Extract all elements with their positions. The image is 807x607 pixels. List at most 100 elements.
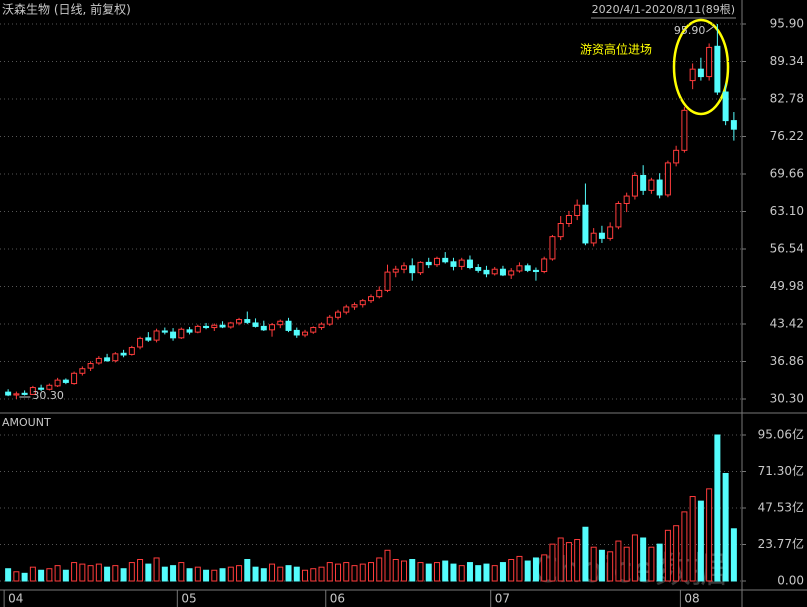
volume-bar [186,568,193,582]
x-tick-label: 08 [684,592,699,606]
volume-bar [714,434,721,582]
volume-bar [673,525,680,582]
candle-body [417,261,424,274]
y-tick-label: 56.54 [770,242,804,256]
volume-bar [13,571,20,582]
candle-body [376,289,383,298]
volume-bar [318,566,325,582]
candle-body [227,322,234,328]
volume-bar [508,558,515,582]
volume-bar [211,569,218,582]
volume-bar [236,565,243,582]
candle-body [318,323,325,329]
volume-bar [483,563,490,582]
candle-body [392,268,399,273]
volume-bar [285,565,292,582]
candle-body [499,268,506,276]
candle-body [252,322,259,327]
candle-body [351,304,358,308]
candle-body [260,325,267,331]
volume-bar [664,529,671,582]
candle-body [607,226,614,239]
candle-body [269,324,276,331]
candle-body [104,357,111,362]
candle-body [384,271,391,291]
volume-bar [623,546,630,582]
candle-body [29,387,36,395]
volume-tick-label: 95.06亿 [758,427,804,442]
volume-bar [5,568,12,582]
volume-bar [29,566,36,582]
volume-bar [491,565,498,582]
y-tick-label: 30.30 [770,392,804,406]
candle-body [541,258,548,273]
min-label: 30.30 [32,389,64,402]
candle-body [128,347,135,355]
candle-body [722,91,729,122]
candle-body [425,261,432,266]
candle-body [516,265,523,272]
volume-bar [516,555,523,582]
candle-body [442,257,449,263]
volume-tick-label: 71.30亿 [758,463,804,478]
volume-bar [260,568,267,582]
volume-bar [302,569,309,582]
volume-bar [343,562,350,582]
volume-bar [631,534,638,582]
volume-bar [376,557,383,582]
volume-bar [71,562,78,582]
max-arrow [706,25,715,33]
candle-body [681,109,688,151]
candle-body [21,392,28,395]
candle-body [532,269,539,273]
volume-bar [590,546,597,582]
candle-body [590,232,597,244]
x-tick-label: 05 [181,592,196,606]
candle-body [549,236,556,260]
candle-body [137,337,144,348]
candle-body [203,325,210,329]
volume-bar [384,549,391,582]
candle-body [211,324,218,329]
candle-body [565,215,572,225]
volume-bar [730,528,737,582]
candle-body [730,120,737,130]
y-tick-label: 82.78 [770,92,804,106]
candle-body [524,265,531,271]
candle-body [623,195,630,204]
candle-body [631,174,638,197]
volume-bar [112,565,119,582]
candle-body [458,259,465,267]
max-label: 95.90 [674,24,706,37]
volume-bar [400,560,407,582]
volume-bar [95,563,102,582]
volume-bar [227,566,234,582]
date-range: 2020/4/1-2020/8/11(89根) [592,2,735,16]
volume-bar [351,565,358,582]
y-tick-label: 43.42 [770,317,804,331]
candle-body [582,204,589,244]
volume-bar [598,549,605,582]
volume-bar [697,500,704,582]
volume-title: AMOUNT [2,416,51,429]
volume-bar [648,546,655,582]
candle-body [574,204,581,217]
chart-title: 沃森生物 (日线, 前复权) [2,2,131,17]
volume-bar [310,568,317,582]
volume-bar [425,563,432,582]
candle-body [664,162,671,196]
volume-tick-label: 47.53亿 [758,500,804,515]
candle-body [335,311,342,318]
candle-body [689,68,696,82]
candle-body [71,372,78,385]
candle-body [714,45,721,93]
volume-bar [21,572,28,582]
volume-bar [203,569,210,582]
volume-bar [128,562,135,582]
candle-body [87,363,94,369]
volume-bar [409,558,416,582]
candle-body [219,324,226,328]
x-tick-label: 06 [330,592,345,606]
candle-body [194,325,201,333]
